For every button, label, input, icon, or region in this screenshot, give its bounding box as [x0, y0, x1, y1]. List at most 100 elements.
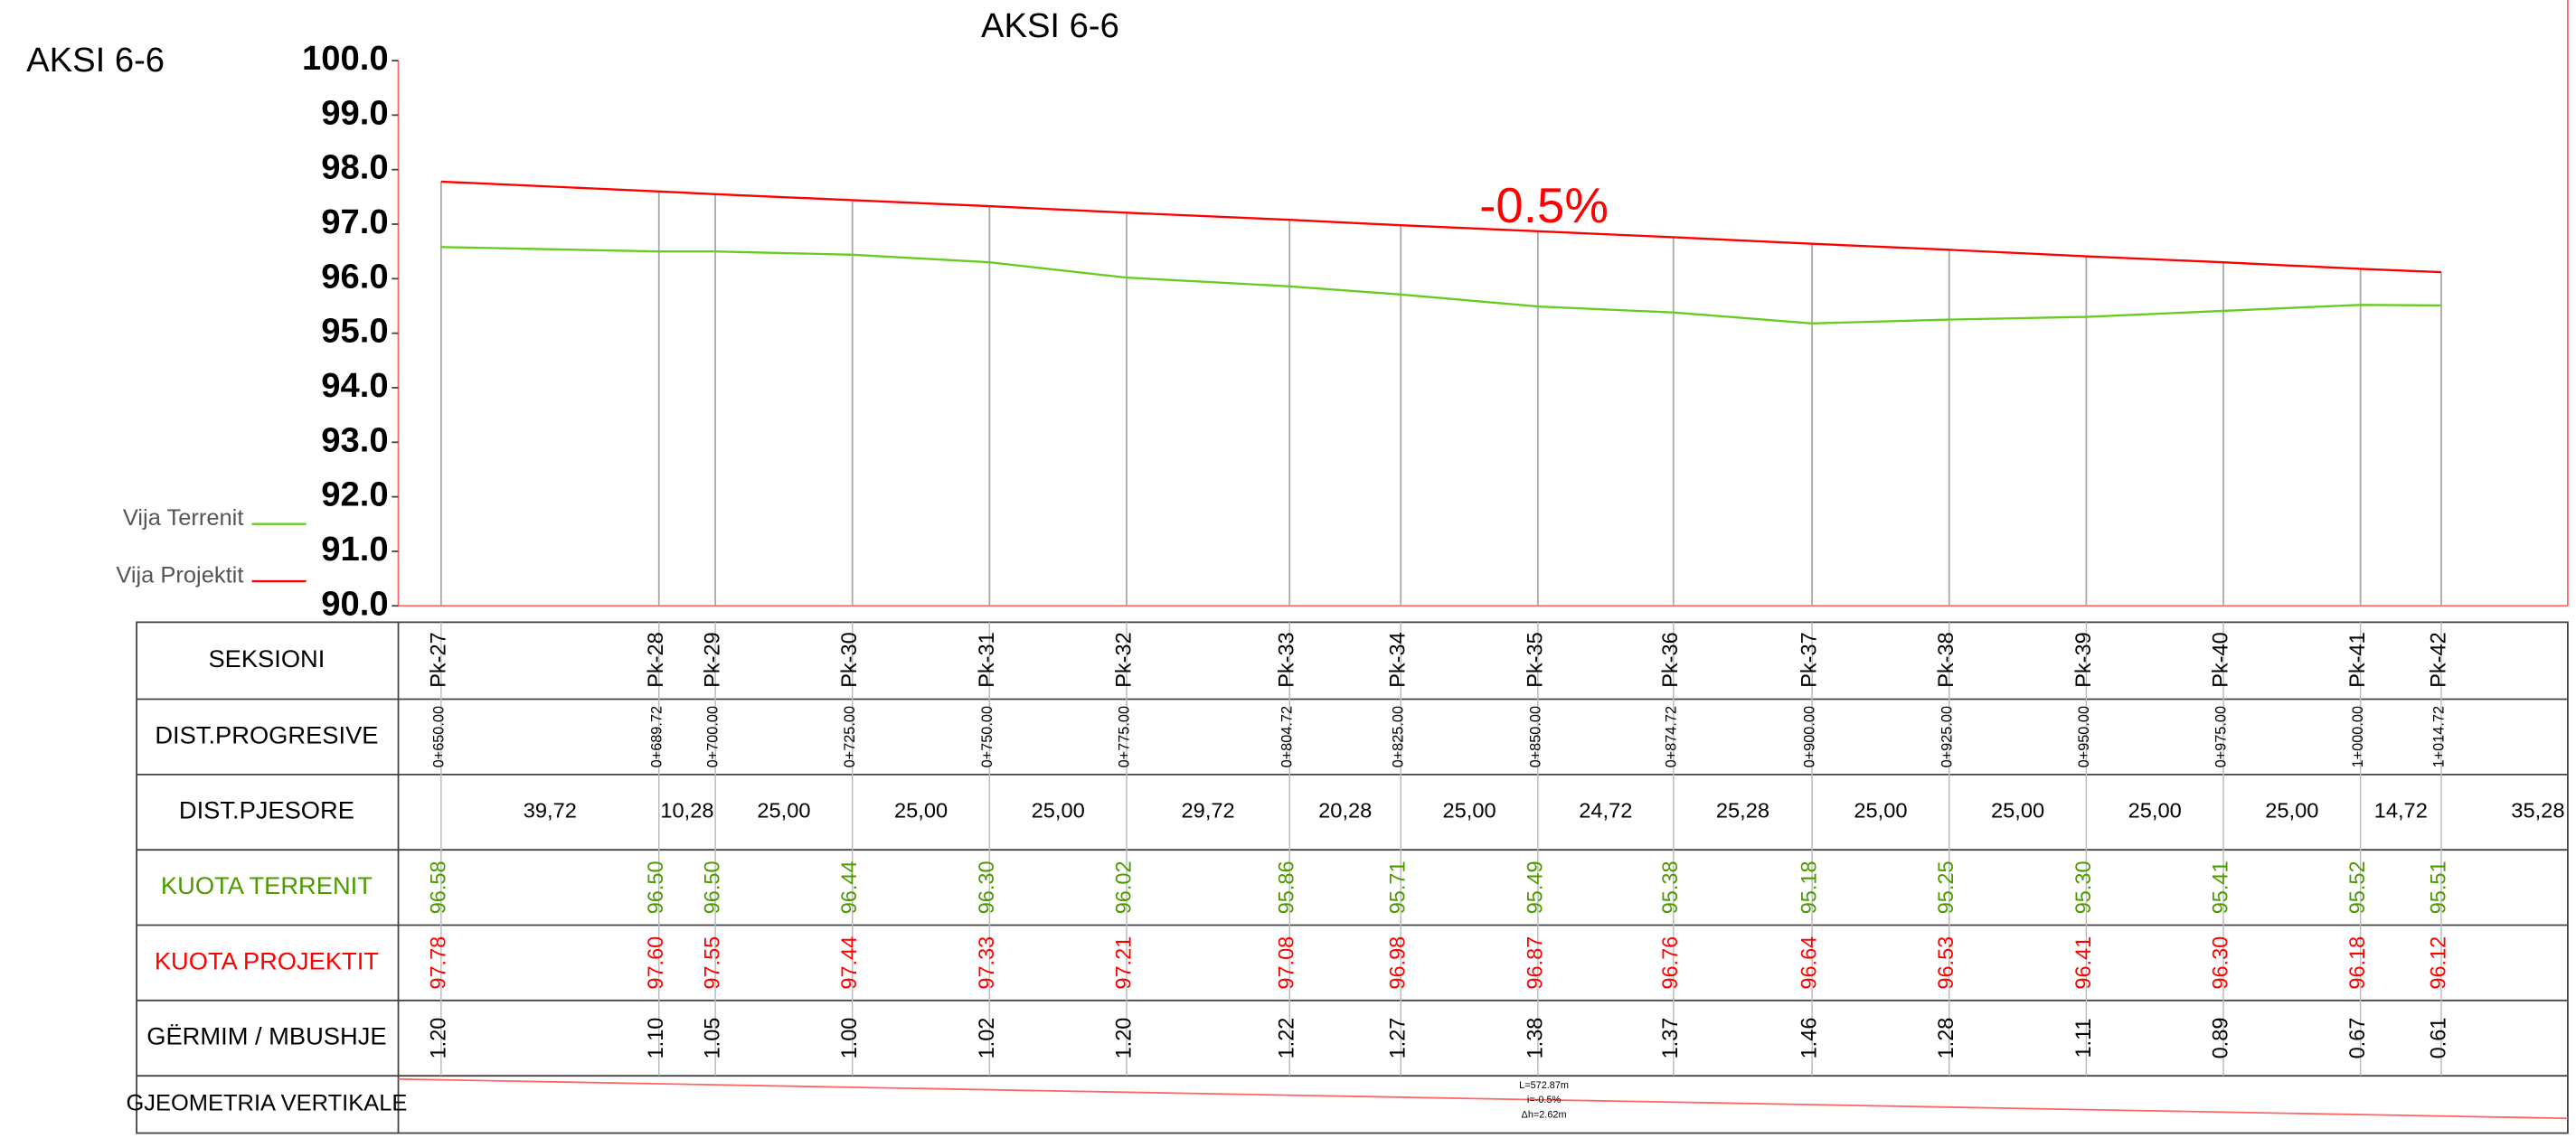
station-label: 0+725.00 [842, 706, 858, 767]
terrain-label: 96.02 [1112, 861, 1136, 914]
cut-fill-label: 1.27 [1387, 1018, 1411, 1059]
terrain-label: 96.30 [976, 861, 999, 914]
cut-fill-label: 1.10 [645, 1018, 668, 1059]
partial-distance: 25,00 [757, 800, 810, 823]
legend-label: Vija Terrenit [123, 505, 244, 531]
station-label: 0+975.00 [2213, 706, 2229, 767]
station-label: 1+000.00 [2350, 706, 2366, 767]
row-header: KUOTA TERRENIT [161, 871, 373, 899]
terrain-label: 95.51 [2427, 861, 2450, 914]
section-label: Pk-37 [1798, 632, 1822, 687]
section-label: Pk-32 [1112, 632, 1136, 687]
left-title: AKSI 6-6 [26, 41, 165, 80]
partial-distance: 14,72 [2374, 800, 2428, 823]
series-line [440, 246, 2441, 324]
table-frame [136, 621, 2569, 1134]
station-label: 0+689.72 [648, 706, 665, 767]
cut-fill-label: 0.61 [2427, 1018, 2450, 1059]
terrain-label: 95.41 [2209, 861, 2232, 914]
station-label: 0+850.00 [1527, 706, 1543, 767]
y-tick-label: 98.0 [321, 148, 388, 187]
terrain-label: 96.50 [645, 861, 668, 914]
station-label: 0+750.00 [979, 706, 995, 767]
section-label: Pk-29 [701, 632, 724, 687]
section-label: Pk-40 [2209, 632, 2232, 687]
cut-fill-label: 1.20 [1112, 1018, 1136, 1059]
partial-distance: 25,00 [1854, 800, 1907, 823]
y-tick-label: 93.0 [321, 420, 388, 459]
terrain-label: 95.30 [2072, 861, 2096, 914]
partial-distance: 25,00 [2265, 800, 2318, 823]
chart-title: AKSI 6-6 [981, 6, 1119, 45]
geometry-line [398, 1077, 2568, 1120]
station-label: 0+700.00 [705, 706, 722, 767]
terrain-label: 96.44 [838, 861, 862, 914]
partial-distance: 20,28 [1318, 800, 1372, 823]
partial-distance: 29,72 [1182, 800, 1235, 823]
cut-fill-label: 1.20 [427, 1018, 450, 1059]
project-label: 96.41 [2072, 936, 2096, 990]
section-label: Pk-28 [645, 632, 668, 687]
partial-distance: 25,00 [894, 800, 948, 823]
project-label: 97.60 [645, 936, 668, 990]
section-label: Pk-31 [976, 632, 999, 687]
section-label: Pk-33 [1276, 632, 1299, 687]
row-header: SEKSIONI [208, 644, 325, 672]
terrain-label: 95.71 [1387, 861, 1411, 914]
station-label: 0+874.72 [1663, 706, 1679, 767]
station-label: 0+650.00 [430, 706, 447, 767]
cut-fill-label: 1.22 [1276, 1018, 1299, 1059]
project-label: 96.18 [2346, 936, 2370, 990]
cut-fill-label: 1.37 [1659, 1018, 1683, 1059]
terrain-label: 96.58 [427, 861, 450, 914]
project-label: 97.44 [838, 936, 862, 990]
section-label: Pk-38 [1935, 632, 1958, 687]
cut-fill-label: 0.67 [2346, 1018, 2370, 1059]
project-label: 96.98 [1387, 936, 1411, 990]
terrain-label: 96.50 [701, 861, 724, 914]
cut-fill-label: 1.46 [1798, 1018, 1822, 1059]
geometry-label: Δh=2.62m [1522, 1110, 1567, 1121]
project-label: 96.53 [1935, 936, 1958, 990]
y-tick-label: 100.0 [302, 39, 389, 78]
geometry-label: i=-0.5% [1527, 1095, 1562, 1105]
station-label: 1+014.72 [2430, 706, 2447, 767]
y-tick-label: 92.0 [321, 475, 388, 514]
section-label: Pk-39 [2072, 632, 2096, 687]
legend-label: Vija Projektit [116, 562, 243, 588]
terrain-label: 95.86 [1276, 861, 1299, 914]
partial-distance: 10,28 [660, 800, 713, 823]
partial-distance: 25,28 [1716, 800, 1769, 823]
station-label: 0+775.00 [1116, 706, 1132, 767]
y-tick-label: 96.0 [321, 257, 388, 296]
section-label: Pk-42 [2427, 632, 2450, 687]
y-tick-label: 99.0 [321, 93, 388, 132]
row-header: GËRMIM / MBUSHJE [146, 1022, 386, 1050]
project-label: 97.08 [1276, 936, 1299, 990]
y-tick-label: 95.0 [321, 312, 388, 351]
cut-fill-label: 1.05 [701, 1018, 724, 1059]
section-label: Pk-35 [1524, 632, 1547, 687]
terrain-label: 95.52 [2346, 861, 2370, 914]
cut-fill-label: 1.02 [976, 1018, 999, 1059]
project-label: 96.76 [1659, 936, 1683, 990]
station-label: 0+925.00 [1939, 706, 1955, 767]
y-tick-label: 97.0 [321, 202, 388, 241]
cut-fill-label: 1.00 [838, 1018, 862, 1059]
project-label: 96.30 [2209, 936, 2232, 990]
section-label: Pk-34 [1387, 632, 1411, 687]
project-label: 97.21 [1112, 936, 1136, 990]
partial-distance: 25,00 [1442, 800, 1496, 823]
project-label: 96.87 [1524, 936, 1547, 990]
cut-fill-label: 1.38 [1524, 1018, 1547, 1059]
project-label: 97.55 [701, 936, 724, 990]
row-header: DIST.PROGRESIVE [155, 720, 378, 748]
partial-distance: 24,72 [1579, 800, 1632, 823]
section-label: Pk-41 [2346, 632, 2370, 687]
project-label: 97.33 [976, 936, 999, 990]
slope-annotation: -0.5% [1479, 178, 1609, 233]
section-label: Pk-27 [427, 632, 450, 687]
cut-fill-label: 0.89 [2209, 1018, 2232, 1059]
series-line [440, 180, 2441, 274]
